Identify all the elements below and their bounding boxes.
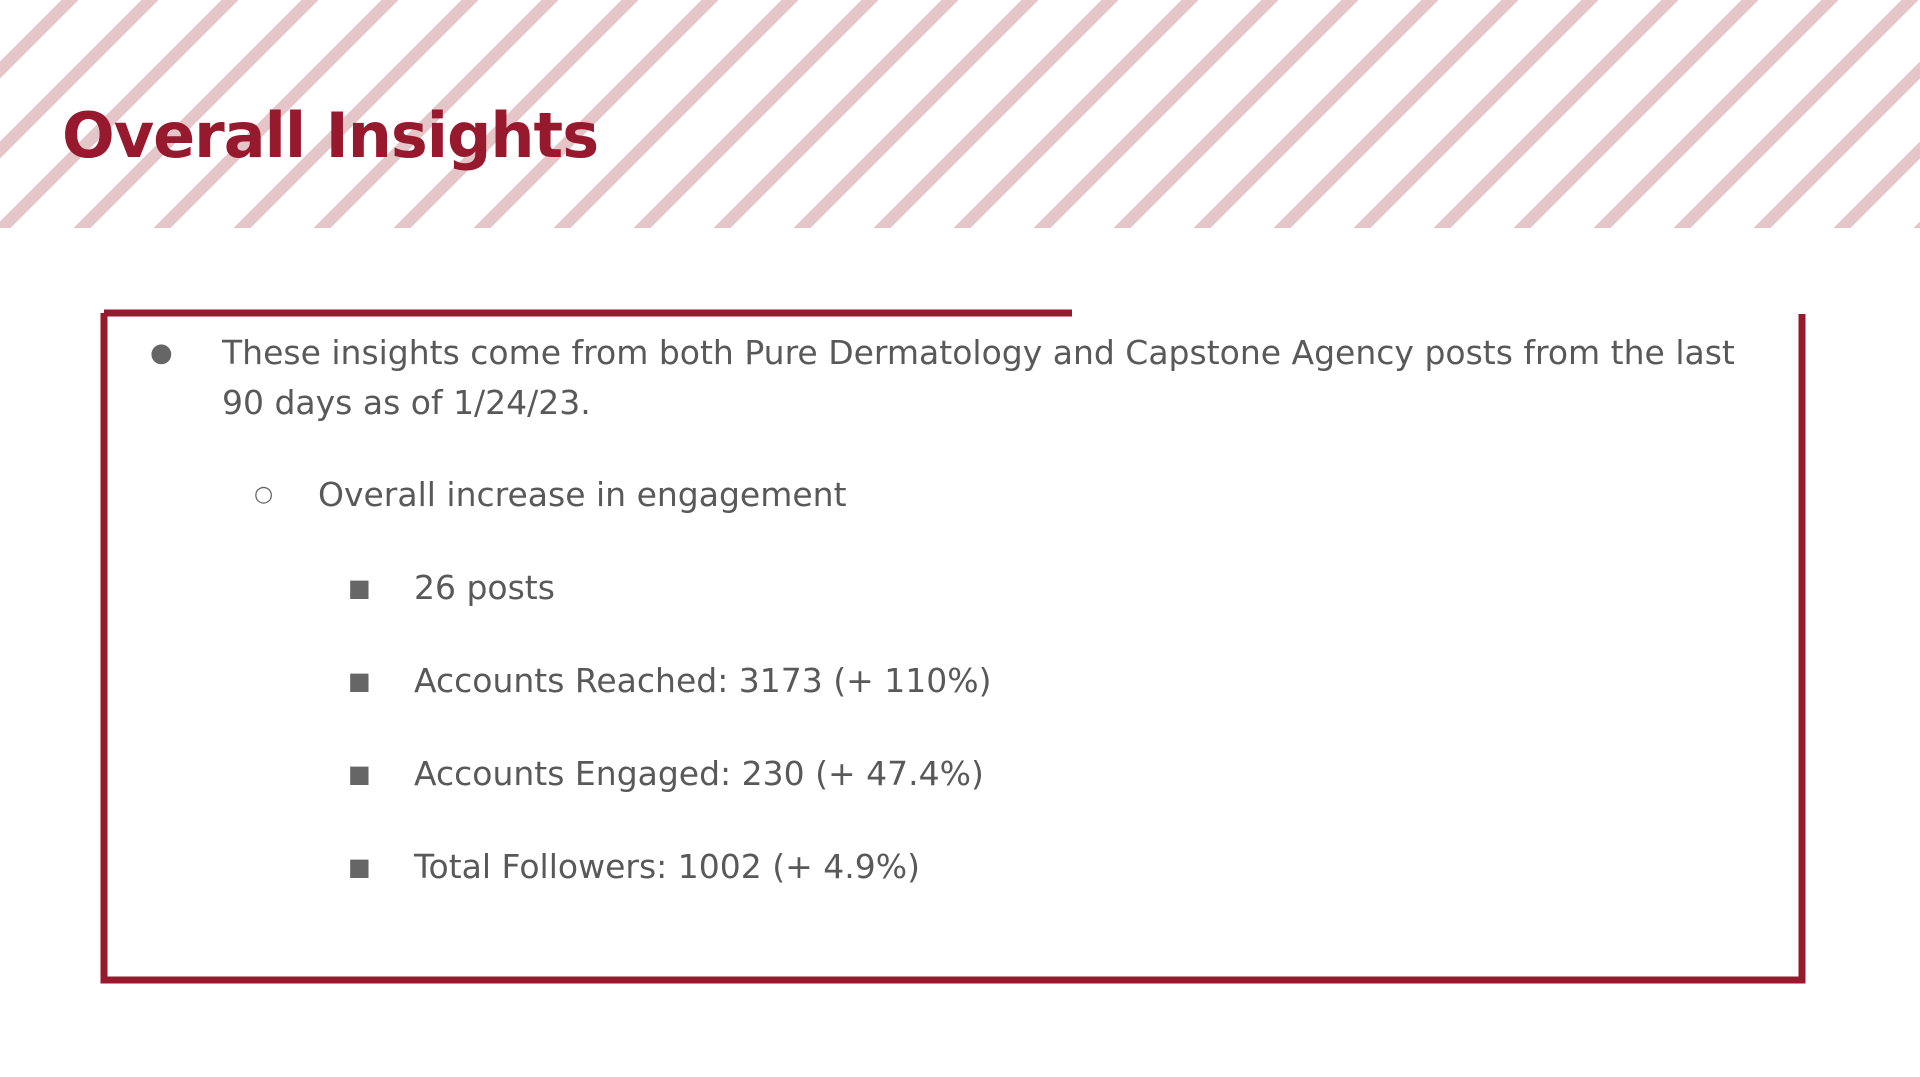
square-bullet-icon: ■ (348, 760, 371, 788)
stat-posts: 26 posts (414, 568, 555, 607)
diagonal-stripe (1193, 0, 1439, 228)
diagonal-stripe (473, 0, 719, 228)
list-item-stat: ■ Accounts Reached: 3173 (+ 110%) (140, 656, 1760, 706)
hollow-circle-bullet-icon: ○ (254, 482, 274, 507)
list-item-stat: ■ Total Followers: 1002 (+ 4.9%) (140, 842, 1760, 892)
stat-accounts-engaged: Accounts Engaged: 230 (+ 47.4%) (414, 754, 984, 793)
diagonal-stripe (233, 0, 479, 228)
stat-total-followers: Total Followers: 1002 (+ 4.9%) (414, 847, 920, 886)
slide-title: Overall Insights (62, 99, 599, 172)
diagonal-stripe (0, 0, 239, 228)
list-item-intro: ● These insights come from both Pure Der… (140, 328, 1760, 428)
diagonal-stripe (1593, 0, 1839, 228)
list-item-stat: ■ Accounts Engaged: 230 (+ 47.4%) (140, 749, 1760, 799)
diagonal-stripe (713, 0, 959, 228)
diagonal-stripe (1913, 221, 1920, 228)
diagonal-stripe (633, 0, 879, 228)
diagonal-stripe (1273, 0, 1519, 228)
stat-accounts-reached: Accounts Reached: 3173 (+ 110%) (414, 661, 992, 700)
diagonal-stripe (1113, 0, 1359, 228)
filled-circle-bullet-icon: ● (150, 338, 173, 368)
list-item-stat: ■ 26 posts (140, 563, 1760, 613)
diagonal-stripe (793, 0, 1039, 228)
diagonal-stripe (0, 0, 79, 79)
diagonal-stripe (153, 0, 399, 228)
diagonal-stripe (313, 0, 559, 228)
diagonal-stripe (1353, 0, 1599, 228)
diagonal-stripe (1033, 0, 1279, 228)
diagonal-stripe (1833, 141, 1920, 228)
diagonal-stripe (393, 0, 639, 228)
diagonal-stripe-pattern (0, 0, 1920, 228)
diagonal-stripe (0, 0, 159, 159)
intro-text: These insights come from both Pure Derma… (222, 333, 1735, 422)
diagonal-stripe (553, 0, 799, 228)
diagonal-stripe (953, 0, 1199, 228)
list-item-subheading: ○ Overall increase in engagement (140, 470, 1760, 520)
square-bullet-icon: ■ (348, 574, 371, 602)
diagonal-stripe (1673, 0, 1919, 228)
diagonal-stripe (1433, 0, 1679, 228)
diagonal-stripe (873, 0, 1119, 228)
square-bullet-icon: ■ (348, 853, 371, 881)
subheading-text: Overall increase in engagement (318, 475, 847, 514)
diagonal-stripe (1513, 0, 1759, 228)
diagonal-stripe (1753, 61, 1920, 228)
diagonal-stripe (73, 0, 319, 228)
bullet-list: ● These insights come from both Pure Der… (140, 328, 1760, 892)
square-bullet-icon: ■ (348, 667, 371, 695)
